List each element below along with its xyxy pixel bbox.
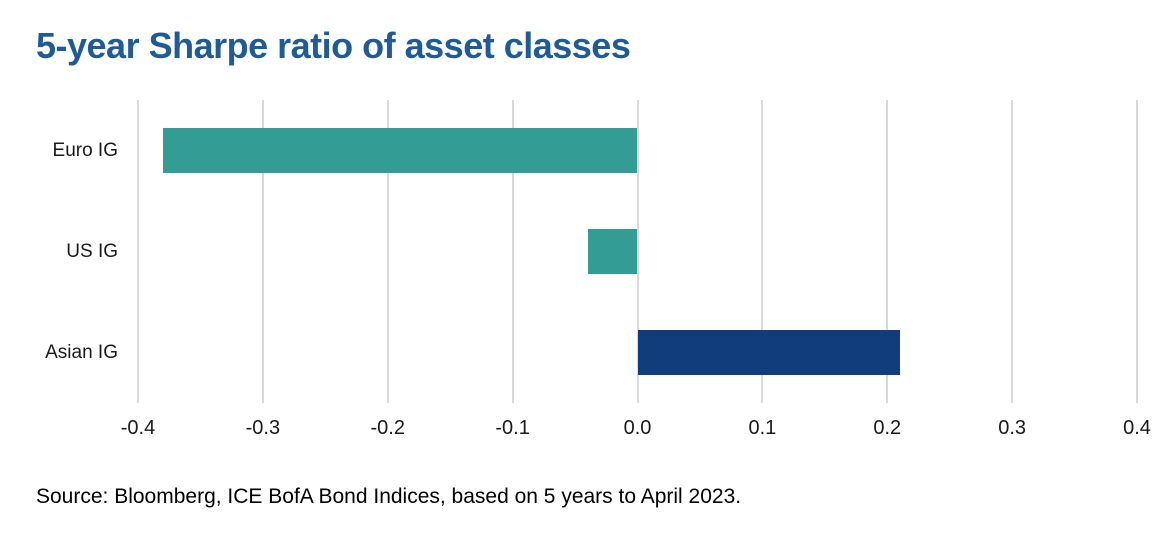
gridline-0.1 <box>761 100 764 403</box>
x-tick-label: -0.1 <box>495 417 530 439</box>
gridline--0.4 <box>137 100 139 403</box>
source-note: Source: Bloomberg, ICE BofA Bond Indices… <box>36 485 742 508</box>
x-tick-label: 0.1 <box>748 417 777 439</box>
x-tick-label: 0.2 <box>873 417 902 439</box>
x-tick-label: -0.4 <box>120 417 156 439</box>
x-tick-label: -0.2 <box>370 417 405 439</box>
gridline-0.2 <box>886 100 889 403</box>
gridline-0.3 <box>1011 100 1014 403</box>
x-tick-label: 0.3 <box>998 417 1027 439</box>
category-label-euro-ig: Euro IG <box>52 139 118 161</box>
gridline--0.1 <box>511 100 514 403</box>
category-label-asian-ig: Asian IG <box>45 341 118 363</box>
chart-title: 5-year Sharpe ratio of asset classes <box>36 25 631 66</box>
gridline--0.3 <box>261 100 264 403</box>
plot-area <box>137 100 1138 403</box>
x-tick-label: 0.0 <box>623 417 652 439</box>
gridline-0.0 <box>636 100 639 403</box>
bar-euro-ig <box>162 128 638 173</box>
gridline-0.4 <box>1136 100 1138 403</box>
x-tick-label: -0.3 <box>245 417 281 439</box>
x-tick-label: 0.4 <box>1123 417 1151 439</box>
bar-asian-ig <box>637 330 900 375</box>
category-label-us-ig: US IG <box>66 240 118 262</box>
gridline--0.2 <box>386 100 389 403</box>
bar-us-ig <box>587 229 638 274</box>
